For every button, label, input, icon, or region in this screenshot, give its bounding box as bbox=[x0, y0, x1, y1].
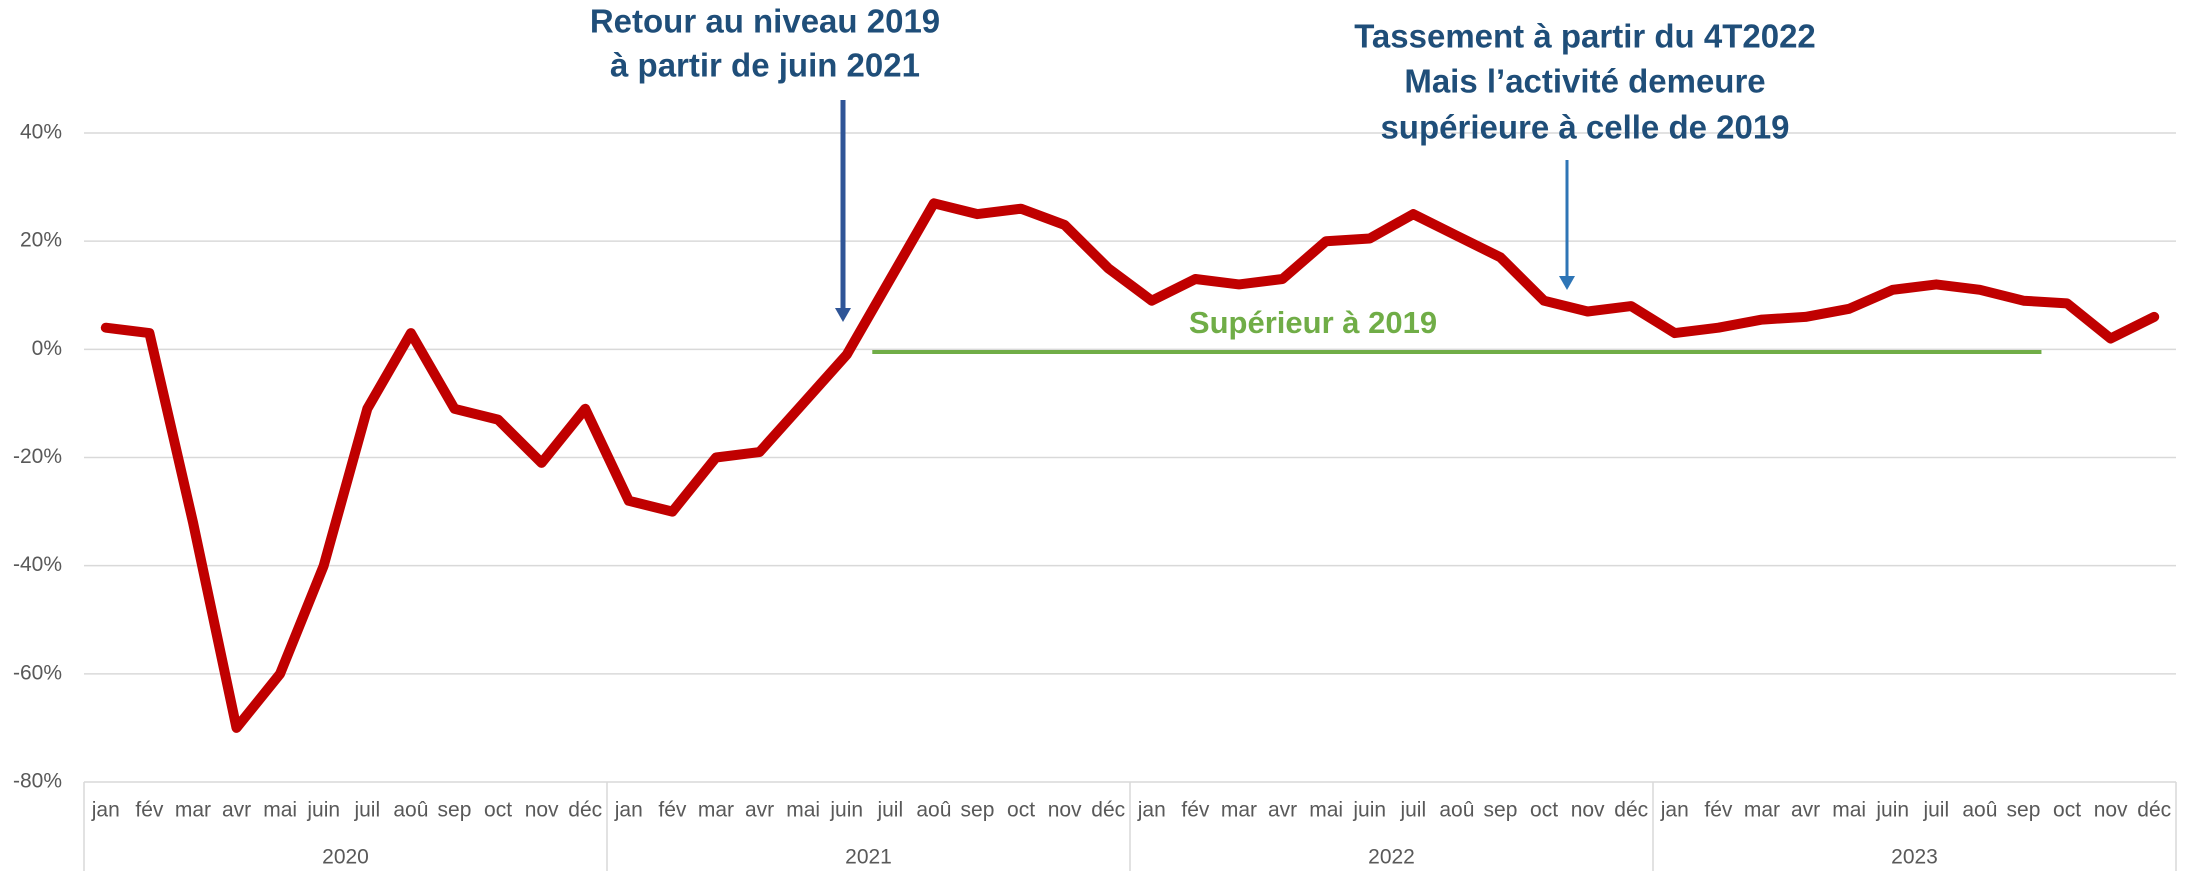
x-tick-label: mar bbox=[1744, 799, 1780, 822]
x-tick-label: déc bbox=[1614, 799, 1648, 822]
y-tick-label: -40% bbox=[13, 553, 62, 576]
x-tick-label: avr bbox=[1268, 799, 1297, 822]
x-tick-label: avr bbox=[1791, 799, 1820, 822]
x-group-label: 2023 bbox=[1891, 846, 1938, 869]
annotation-text: supérieure à celle de 2019 bbox=[1380, 109, 1789, 146]
x-tick-label: oct bbox=[484, 799, 512, 822]
x-tick-label: sep bbox=[2007, 799, 2041, 822]
x-tick-label: nov bbox=[1571, 799, 1605, 822]
x-tick-label: mai bbox=[786, 799, 820, 822]
annotation-text: Tassement à partir du 4T2022 bbox=[1354, 18, 1816, 55]
x-tick-label: fév bbox=[135, 799, 164, 822]
x-tick-label: avr bbox=[222, 799, 251, 822]
x-tick-label: oct bbox=[2053, 799, 2081, 822]
x-tick-label: fév bbox=[1704, 799, 1733, 822]
y-tick-label: 0% bbox=[32, 337, 62, 360]
x-tick-label: fév bbox=[1181, 799, 1210, 822]
x-tick-label: aoû bbox=[1439, 799, 1474, 822]
x-tick-label: déc bbox=[568, 799, 602, 822]
annotation-text: Retour au niveau 2019 bbox=[590, 3, 940, 40]
x-tick-label: avr bbox=[745, 799, 774, 822]
x-tick-label: nov bbox=[2094, 799, 2128, 822]
x-tick-label: aoû bbox=[393, 799, 428, 822]
y-tick-label: 20% bbox=[20, 229, 62, 252]
x-tick-label: jan bbox=[1137, 799, 1166, 822]
x-tick-label: juin bbox=[829, 799, 863, 822]
x-tick-label: sep bbox=[961, 799, 995, 822]
reference-label: Supérieur à 2019 bbox=[1189, 305, 1437, 340]
x-tick-label: aoû bbox=[1962, 799, 1997, 822]
x-tick-label: juin bbox=[1875, 799, 1909, 822]
y-tick-label: 40% bbox=[20, 121, 62, 144]
x-tick-label: juil bbox=[1922, 799, 1949, 822]
annotation-text: à partir de juin 2021 bbox=[610, 47, 920, 84]
x-tick-label: nov bbox=[525, 799, 559, 822]
annotation-text: Mais l’activité demeure bbox=[1404, 63, 1765, 100]
x-tick-label: mai bbox=[1832, 799, 1866, 822]
x-tick-label: jan bbox=[1660, 799, 1689, 822]
x-tick-label: juil bbox=[353, 799, 380, 822]
x-tick-label: aoû bbox=[916, 799, 951, 822]
x-tick-label: mar bbox=[175, 799, 211, 822]
x-tick-label: jan bbox=[91, 799, 120, 822]
x-tick-label: juin bbox=[1352, 799, 1386, 822]
x-tick-label: mai bbox=[1309, 799, 1343, 822]
x-tick-label: sep bbox=[1484, 799, 1518, 822]
y-tick-label: -20% bbox=[13, 445, 62, 468]
arrow-head bbox=[1559, 276, 1575, 290]
x-tick-label: juin bbox=[306, 799, 340, 822]
x-tick-label: déc bbox=[1091, 799, 1125, 822]
x-tick-label: juil bbox=[1399, 799, 1426, 822]
x-tick-label: jan bbox=[614, 799, 643, 822]
x-tick-label: nov bbox=[1048, 799, 1082, 822]
x-tick-label: mar bbox=[1221, 799, 1257, 822]
y-tick-label: -80% bbox=[13, 770, 62, 793]
arrow-head bbox=[835, 308, 851, 322]
x-tick-label: fév bbox=[658, 799, 687, 822]
x-tick-label: oct bbox=[1530, 799, 1558, 822]
x-tick-label: mai bbox=[263, 799, 297, 822]
data-line bbox=[100, 198, 2160, 733]
x-tick-label: déc bbox=[2137, 799, 2171, 822]
x-tick-label: sep bbox=[438, 799, 472, 822]
x-group-label: 2020 bbox=[322, 846, 369, 869]
x-tick-label: mar bbox=[698, 799, 734, 822]
x-tick-label: oct bbox=[1007, 799, 1035, 822]
x-group-label: 2022 bbox=[1368, 846, 1415, 869]
y-tick-label: -60% bbox=[13, 661, 62, 684]
x-group-label: 2021 bbox=[845, 846, 892, 869]
x-tick-label: juil bbox=[876, 799, 903, 822]
